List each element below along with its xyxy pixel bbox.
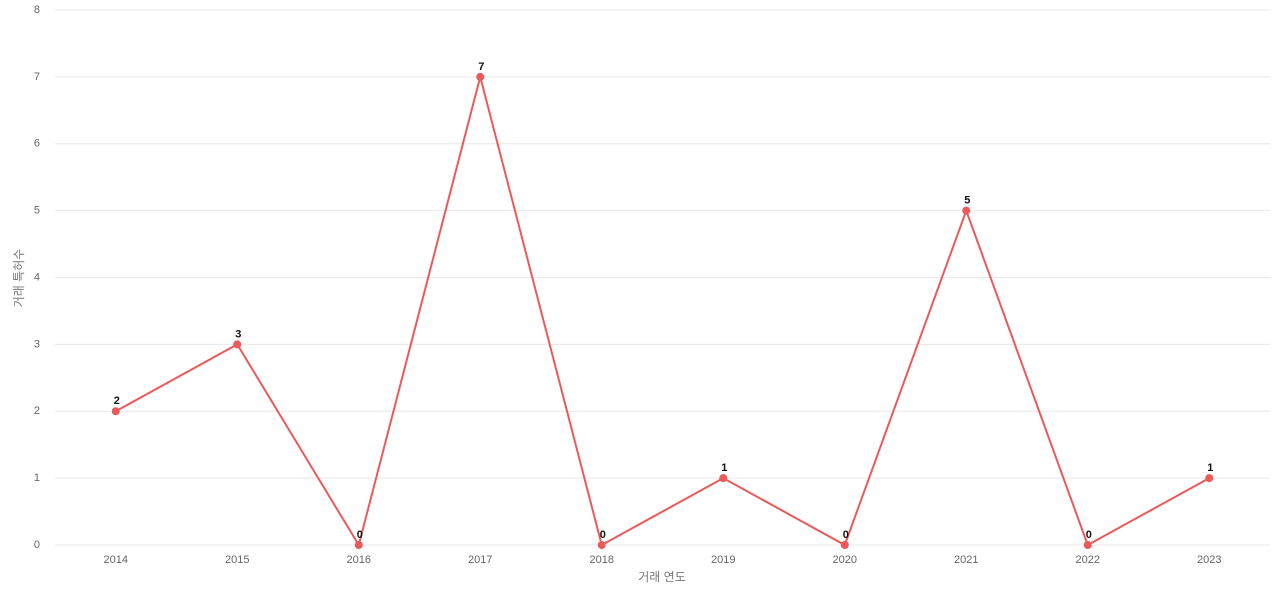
- point: [597, 541, 606, 549]
- value-label: 1: [1207, 462, 1213, 474]
- x-tick-label: 2023: [1197, 554, 1221, 566]
- point: [476, 72, 485, 81]
- value-label: 5: [964, 195, 970, 207]
- value-label: 0: [600, 529, 606, 541]
- y-tick-label: 4: [34, 271, 40, 283]
- y-tick-label: 0: [34, 539, 40, 551]
- x-tick-label: 2015: [225, 554, 249, 566]
- x-tick-label: 2016: [347, 554, 371, 566]
- y-tick-label: 5: [34, 205, 40, 217]
- y-tick-label: 7: [34, 71, 40, 83]
- point: [1083, 541, 1092, 549]
- y-tick-label: 6: [34, 138, 40, 150]
- x-tick-label: 2017: [468, 554, 492, 566]
- y-tick-label: 8: [34, 4, 40, 16]
- y-axis-title: 거래 특허수: [12, 249, 26, 308]
- value-label: 0: [843, 529, 849, 541]
- value-label: 0: [1086, 529, 1092, 541]
- value-label: 0: [357, 529, 363, 541]
- value-label: 3: [235, 328, 241, 340]
- y-tick-label: 1: [34, 472, 40, 484]
- point: [111, 407, 120, 416]
- value-label: 1: [721, 462, 727, 474]
- line: [115, 72, 1210, 548]
- x-tick-label: 2014: [104, 554, 128, 566]
- value-label: 2: [114, 395, 120, 407]
- x-axis-title: 거래 연도: [638, 570, 686, 584]
- point: [354, 541, 363, 549]
- point: [1205, 474, 1214, 483]
- x-tick-label: 2021: [954, 554, 978, 566]
- x-tick-label: 2019: [711, 554, 735, 566]
- value-label: 7: [478, 61, 484, 73]
- point: [840, 541, 849, 549]
- point: [233, 340, 242, 349]
- point: [962, 206, 971, 215]
- x-tick-label: 2022: [1076, 554, 1100, 566]
- point: [719, 474, 728, 483]
- x-tick-label: 2018: [590, 554, 614, 566]
- y-tick-label: 3: [34, 338, 40, 350]
- x-tick-label: 2020: [833, 554, 857, 566]
- y-tick-label: 2: [34, 405, 40, 417]
